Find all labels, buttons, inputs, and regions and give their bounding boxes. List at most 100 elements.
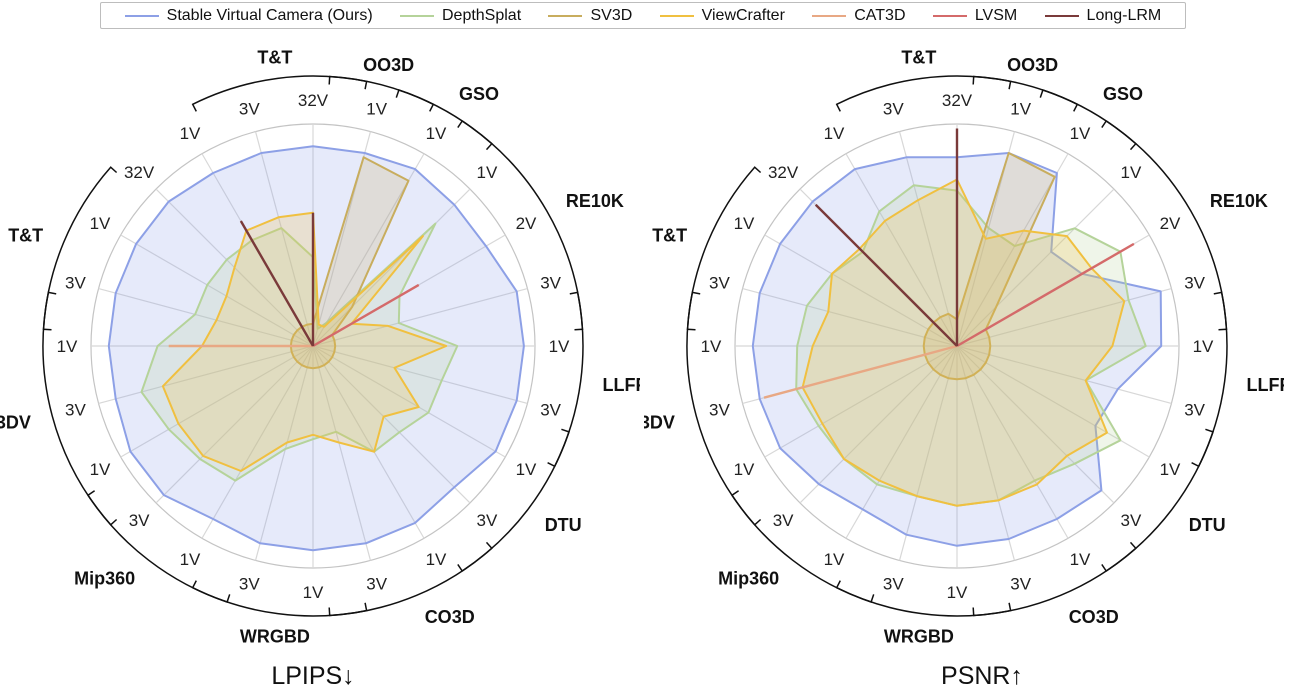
axis-label: 1V: [1010, 99, 1031, 118]
axis-label: 1V: [366, 99, 387, 118]
group-label: DL3DV: [0, 413, 31, 433]
legend-swatch: [548, 14, 583, 17]
axis-spoke: [845, 345, 958, 539]
legend: Stable Virtual Camera (Ours) DepthSplat SV…: [100, 2, 1186, 29]
axis-label: 3V: [1010, 575, 1031, 594]
legend-swatch: [812, 14, 847, 17]
axis-label: 3V: [540, 401, 561, 420]
radar-chart-psnr: 32V 1V 1V 1V 2V 3V 1V 3V 1V 3V 1V 3V 1V 3V 1V 3V 1V 3V 1V 3…: [644, 48, 1285, 647]
axis-spoke: [845, 153, 958, 347]
axis-label: 1V: [734, 214, 755, 233]
group-label: RE10K: [1210, 191, 1268, 211]
axis-spoke: [956, 345, 1150, 458]
group-label: OO3D: [363, 55, 414, 75]
axis-spoke: [312, 345, 506, 458]
legend-label: LVSM: [974, 6, 1018, 24]
axis-label: 1V: [516, 460, 537, 479]
axis-spoke: [98, 287, 314, 347]
axis-spoke: [312, 345, 528, 405]
axis-label: 3V: [366, 575, 387, 594]
axis-label: 3V: [883, 575, 904, 594]
group-label: T&T: [8, 225, 43, 245]
axis-label: 3V: [540, 273, 561, 292]
legend-label: SV3D: [590, 6, 633, 24]
axis-label: 3V: [65, 273, 86, 292]
axis-label: 3V: [65, 401, 86, 420]
axis-label: 3V: [709, 401, 730, 420]
group-label: GSO: [1103, 84, 1143, 104]
group-label: OO3D: [1007, 55, 1058, 75]
axis-label: 1V: [90, 214, 111, 233]
group-bracket: [972, 541, 1137, 617]
group-bracket: [835, 75, 1012, 112]
group-label: CO3D: [1069, 607, 1119, 627]
group-label: Mip360: [718, 569, 779, 589]
axis-label: 3V: [883, 99, 904, 118]
legend-label: Long-LRM: [1086, 6, 1162, 24]
series-spike-lvsm: [956, 242, 1135, 348]
axis-spoke: [956, 287, 1172, 347]
axis-spoke: [956, 345, 1172, 405]
axis-spoke: [898, 345, 958, 561]
axis-label: 1V: [701, 337, 722, 356]
legend-item: DepthSplat: [399, 7, 521, 25]
group-label: T&T: [652, 225, 687, 245]
axis-spoke: [120, 345, 314, 458]
series-spike-lvsm: [312, 283, 420, 348]
axis-label: 3V: [239, 575, 260, 594]
axis-spoke: [120, 234, 314, 347]
axis-label: 3V: [239, 99, 260, 118]
series-spike-long-lrm: [239, 220, 315, 347]
axis-label: 3V: [1184, 401, 1205, 420]
axis-label: 1V: [1070, 124, 1091, 143]
legend-item: Long-LRM: [1044, 6, 1162, 25]
group-label: WRGBD: [240, 627, 310, 647]
series-area-stable-virtual-camera-ours: [107, 145, 525, 552]
legend-item: SV3D: [548, 7, 632, 25]
axis-spoke: [254, 131, 314, 347]
legend-swatch: [124, 14, 159, 17]
legend-swatch: [932, 14, 967, 17]
group-label: CO3D: [425, 607, 475, 627]
axis-label: 1V: [734, 460, 755, 479]
axis-label: 1V: [57, 337, 78, 356]
axis-spoke: [312, 287, 528, 347]
group-bracket: [191, 75, 368, 112]
axis-label: 1V: [1121, 163, 1142, 182]
axis-spoke: [254, 345, 314, 561]
axis-spoke: [742, 287, 958, 347]
group-label: GSO: [459, 84, 499, 104]
axis-spoke: [956, 153, 1069, 347]
legend-swatch: [659, 14, 694, 17]
radar-chart-lpips: 32V 1V 1V 1V 2V 3V 1V 3V 1V 3V 1V 3V 1V 3V 1V 3V 1V 3V 1V 3…: [0, 48, 641, 647]
axis-label: 32V: [124, 163, 155, 182]
group-label: DTU: [1189, 515, 1226, 535]
axis-label: 2V: [1160, 214, 1181, 233]
axis-label: 3V: [1184, 273, 1205, 292]
axis-label: 2V: [516, 214, 537, 233]
axis-spoke: [312, 345, 425, 539]
axis-label: 1V: [1070, 550, 1091, 569]
axis-spoke: [98, 345, 314, 405]
group-bracket: [1101, 428, 1214, 573]
group-label: LLFF: [603, 375, 641, 395]
axis-spoke: [155, 345, 314, 504]
axis-spoke: [956, 345, 1115, 504]
group-bracket: [42, 166, 118, 331]
axis-spoke: [764, 234, 958, 347]
legend-item: Stable Virtual Camera (Ours): [124, 6, 373, 25]
axis-spoke: [764, 345, 958, 458]
axis-label: 32V: [768, 163, 799, 182]
axis-label: 1V: [824, 124, 845, 143]
axis-spoke: [312, 345, 471, 504]
group-label: DTU: [545, 515, 582, 535]
axis-spoke: [898, 131, 958, 347]
axis-label: 3V: [773, 511, 794, 530]
chart-title-lpips: LPIPS↓: [271, 662, 355, 690]
legend-label: Stable Virtual Camera (Ours): [166, 6, 373, 24]
legend-swatch: [1044, 14, 1079, 17]
legend-item: LVSM: [932, 6, 1018, 25]
group-bracket: [686, 166, 762, 331]
group-label: LLFF: [1247, 375, 1285, 395]
axis-spoke: [956, 345, 1069, 539]
